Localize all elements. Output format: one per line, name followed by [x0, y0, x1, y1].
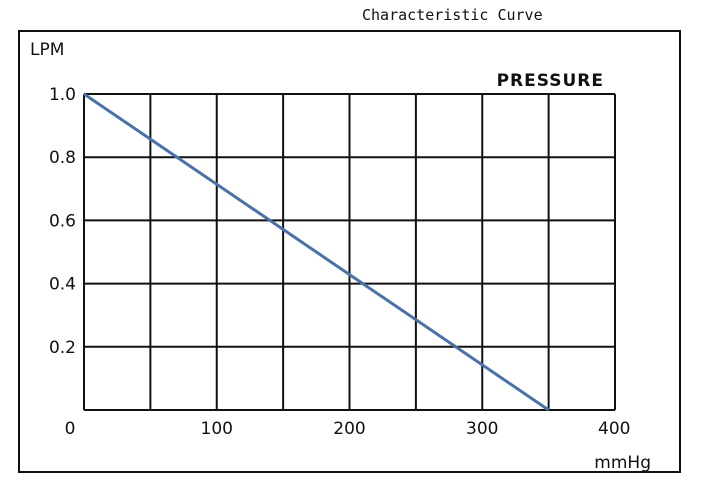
series-line — [83, 92, 550, 412]
y-tick-label: 0.4 — [49, 275, 76, 295]
x-tick-label: 400 — [598, 419, 630, 439]
y-axis-label: LPM — [30, 40, 64, 60]
labels-group: LPM PRESSURE mmHg 0.2 0.4 0.6 0.8 1.0 0 100 200… — [30, 40, 651, 473]
y-tick-label: 0.2 — [49, 338, 76, 358]
y-tick-label: 1.0 — [49, 85, 76, 105]
chart-frame — [18, 30, 681, 473]
series-group — [83, 92, 550, 412]
chart-title: Characteristic Curve — [362, 6, 543, 24]
x-tick-label: 200 — [333, 419, 365, 439]
grid — [83, 93, 616, 411]
pressure-annotation: PRESSURE — [497, 71, 604, 91]
y-tick-label: 0.8 — [49, 148, 76, 168]
y-tick-label: 0.6 — [49, 211, 76, 231]
x-axis-label: mmHg — [594, 453, 651, 473]
x-tick-label: 0 — [65, 419, 76, 439]
x-tick-label: 300 — [466, 419, 498, 439]
x-tick-label: 100 — [201, 419, 233, 439]
